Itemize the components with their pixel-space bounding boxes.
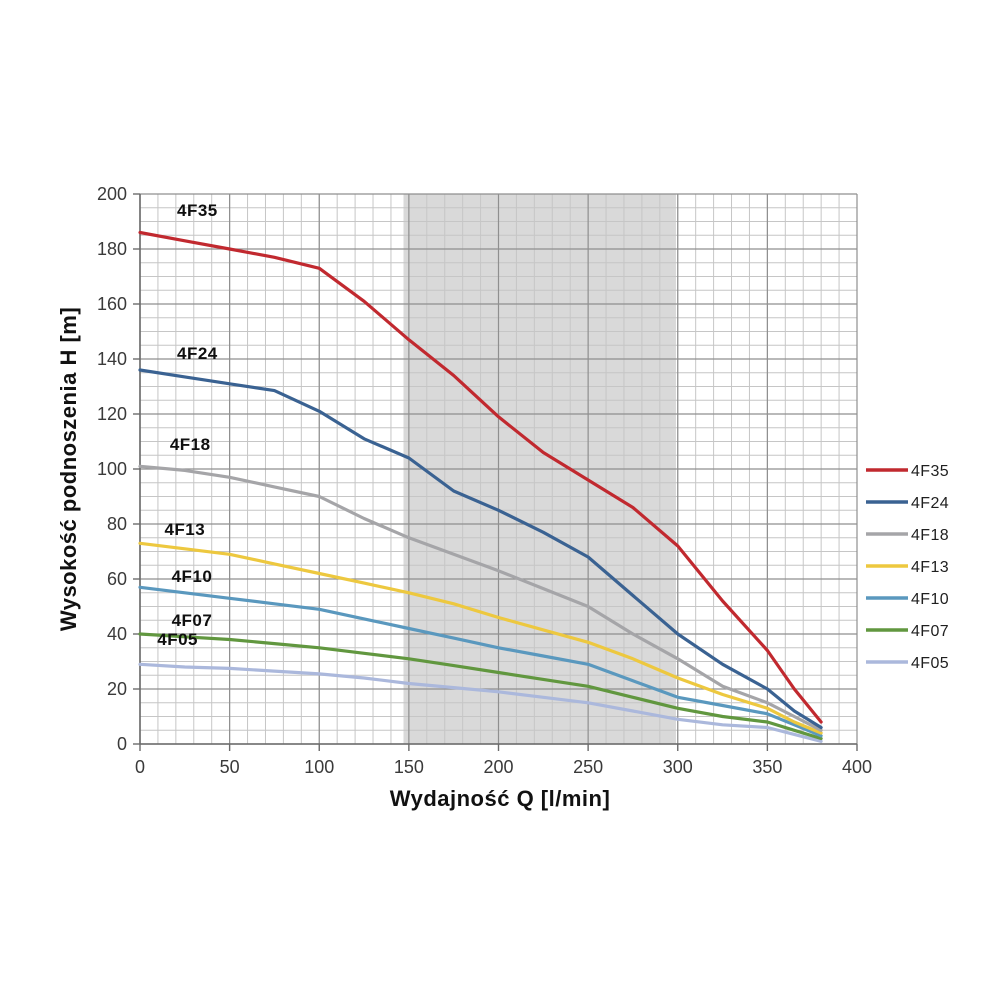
y-tick-label: 120 <box>97 404 127 424</box>
x-tick-label: 350 <box>752 757 782 777</box>
x-tick-label: 100 <box>304 757 334 777</box>
legend-item-4F13: 4F13 <box>866 559 949 576</box>
series-label-4F10: 4F10 <box>172 567 213 586</box>
legend-item-4F10: 4F10 <box>866 591 949 608</box>
legend-item-4F07: 4F07 <box>866 623 949 640</box>
x-tick-label: 250 <box>573 757 603 777</box>
x-tick-label: 400 <box>842 757 872 777</box>
y-tick-label: 180 <box>97 239 127 259</box>
x-tick-label: 50 <box>220 757 240 777</box>
series-curves <box>138 230 823 743</box>
legend-label-4F07: 4F07 <box>911 623 949 640</box>
x-tick-label: 300 <box>663 757 693 777</box>
y-tick-label: 60 <box>107 569 127 589</box>
x-tick-labels: 0 50 100 150 200 250 300 350 400 <box>135 757 872 777</box>
tick-marks <box>133 193 858 751</box>
series-label-4F35: 4F35 <box>177 201 218 220</box>
x-tick-label: 150 <box>394 757 424 777</box>
series-line-4F07 <box>138 632 823 741</box>
y-tick-label: 20 <box>107 679 127 699</box>
series-label-4F07: 4F07 <box>172 611 213 630</box>
legend-label-4F24: 4F24 <box>911 495 949 512</box>
legend-item-4F24: 4F24 <box>866 495 949 512</box>
series-line-4F05 <box>138 662 823 743</box>
x-axis-title: Wydajność Q [l/min] <box>390 786 611 811</box>
y-tick-label: 100 <box>97 459 127 479</box>
legend-label-4F13: 4F13 <box>911 559 949 576</box>
legend-label-4F10: 4F10 <box>911 591 949 608</box>
legend-item-4F18: 4F18 <box>866 527 949 544</box>
x-tick-label: 0 <box>135 757 145 777</box>
legend-label-4F05: 4F05 <box>911 655 949 672</box>
series-line-4F35 <box>138 230 823 724</box>
y-tick-label: 160 <box>97 294 127 314</box>
series-line-4F10 <box>138 585 823 738</box>
legend-item-4F35: 4F35 <box>866 463 949 480</box>
legend: 4F35 4F24 4F18 4F13 4F10 4F07 4F05 <box>866 463 949 672</box>
series-line-4F24 <box>138 368 823 730</box>
y-axis-title: Wysokość podnoszenia H [m] <box>56 307 81 631</box>
y-tick-label: 80 <box>107 514 127 534</box>
legend-label-4F18: 4F18 <box>911 527 949 544</box>
series-label-4F05: 4F05 <box>157 630 198 649</box>
y-tick-label: 40 <box>107 624 127 644</box>
series-line-4F13 <box>138 541 823 735</box>
legend-item-4F05: 4F05 <box>866 655 949 672</box>
y-tick-label: 200 <box>97 184 127 204</box>
y-tick-label: 140 <box>97 349 127 369</box>
y-tick-labels: 0 20 40 60 80 100 120 140 160 180 200 <box>97 184 127 754</box>
legend-label-4F35: 4F35 <box>911 463 949 480</box>
x-tick-label: 200 <box>483 757 513 777</box>
series-label-4F24: 4F24 <box>177 344 218 363</box>
y-tick-label: 0 <box>117 734 127 754</box>
series-label-4F13: 4F13 <box>164 520 205 539</box>
series-label-4F18: 4F18 <box>170 435 211 454</box>
series-line-4F18 <box>138 464 823 732</box>
